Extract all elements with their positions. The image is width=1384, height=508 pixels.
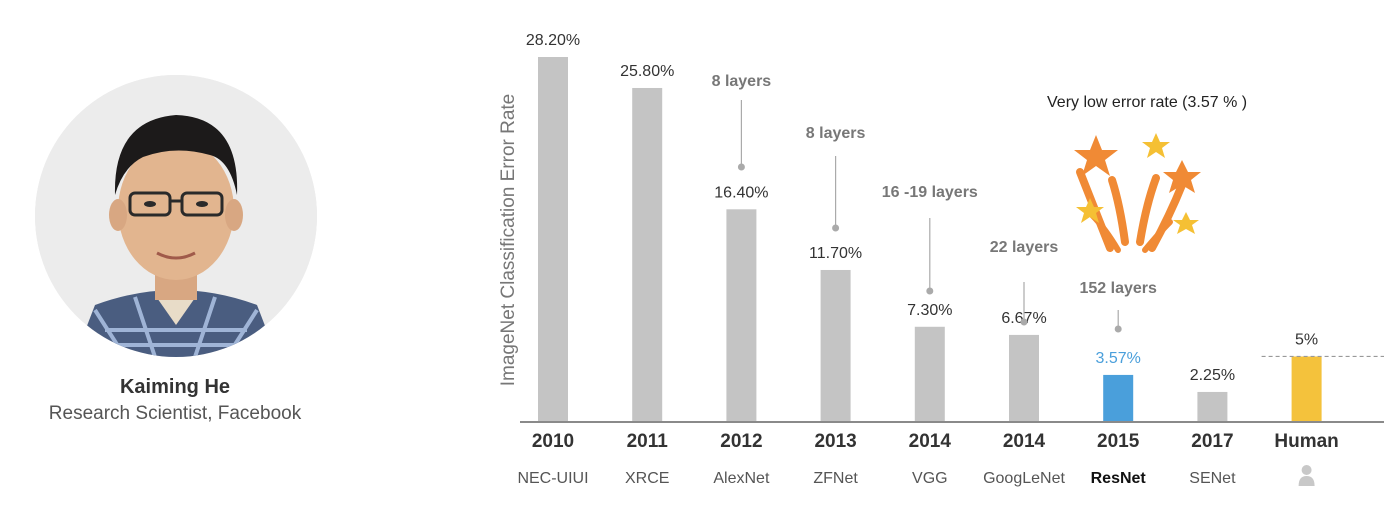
profile-panel: Kaiming He Research Scientist, Facebook: [0, 0, 350, 508]
layers-connector-dot: [832, 224, 840, 232]
model-name-label: AlexNet: [713, 470, 770, 487]
layers-connector-dot: [1114, 325, 1122, 333]
model-name-label: ResNet: [1091, 470, 1147, 487]
year-tick-label: 2010: [532, 431, 574, 452]
model-name-label: NEC-UIUI: [517, 470, 588, 487]
layers-label: 16 -19 layers: [882, 184, 978, 201]
bar-googlenet: [1009, 334, 1039, 421]
bar-value-label: 25.80%: [620, 63, 674, 80]
model-name-label: VGG: [912, 470, 948, 487]
person-role: Research Scientist, Facebook: [48, 403, 302, 424]
bar-value-label: 3.57%: [1096, 350, 1141, 367]
year-tick-label: 2012: [720, 431, 762, 452]
year-tick-label: 2017: [1191, 431, 1233, 452]
model-name-label: SENet: [1189, 470, 1236, 487]
bar-xrce: [632, 87, 663, 421]
y-axis-label: ImageNet Classification Error Rate: [498, 94, 519, 387]
fireworks-stars-icon: [1074, 133, 1201, 253]
error-rate-bar-chart: ImageNet Classification Error Rate 28.20%…: [498, 32, 1384, 487]
layers-label: 22 layers: [990, 239, 1059, 256]
year-tick-label: 2014: [909, 431, 952, 452]
year-tick-label: 2014: [1003, 431, 1046, 452]
year-tick-label: 2015: [1097, 431, 1140, 452]
model-name-label: ZFNet: [813, 470, 858, 487]
model-name-label: XRCE: [625, 470, 669, 487]
person-icon: [1298, 465, 1315, 486]
bar-vgg: [914, 326, 945, 421]
layers-connector-dot: [737, 163, 745, 171]
bar-alexnet: [726, 209, 757, 421]
bar-value-label: 16.40%: [714, 184, 768, 201]
bar-value-label: 2.25%: [1190, 367, 1235, 384]
layers-label: 8 layers: [712, 73, 772, 90]
bar-value-label: 5%: [1295, 331, 1318, 348]
bar-value-label: 28.20%: [526, 32, 580, 49]
avatar: [35, 75, 317, 357]
layers-label: 152 layers: [1079, 280, 1157, 297]
model-name-label: GoogLeNet: [983, 470, 1065, 487]
year-tick-label: 2013: [814, 431, 856, 452]
error-rate-annotation: Very low error rate (3.57 % ): [1047, 94, 1247, 111]
bar-zfnet: [820, 269, 851, 421]
layers-connector-dot: [1020, 318, 1028, 326]
bar-senet: [1197, 391, 1228, 421]
person-name: Kaiming He: [119, 376, 231, 398]
bar-value-label: 11.70%: [809, 245, 862, 262]
bar-nec-uiui: [538, 57, 568, 421]
year-tick-label: Human: [1274, 431, 1338, 452]
layers-connector-dot: [926, 287, 934, 295]
bar-human: [1291, 356, 1322, 421]
bar-value-label: 7.30%: [907, 302, 952, 319]
person-photo-icon: [35, 75, 317, 357]
bar-resnet: [1103, 374, 1134, 421]
layers-label: 8 layers: [806, 125, 866, 142]
year-tick-label: 2011: [627, 431, 669, 452]
